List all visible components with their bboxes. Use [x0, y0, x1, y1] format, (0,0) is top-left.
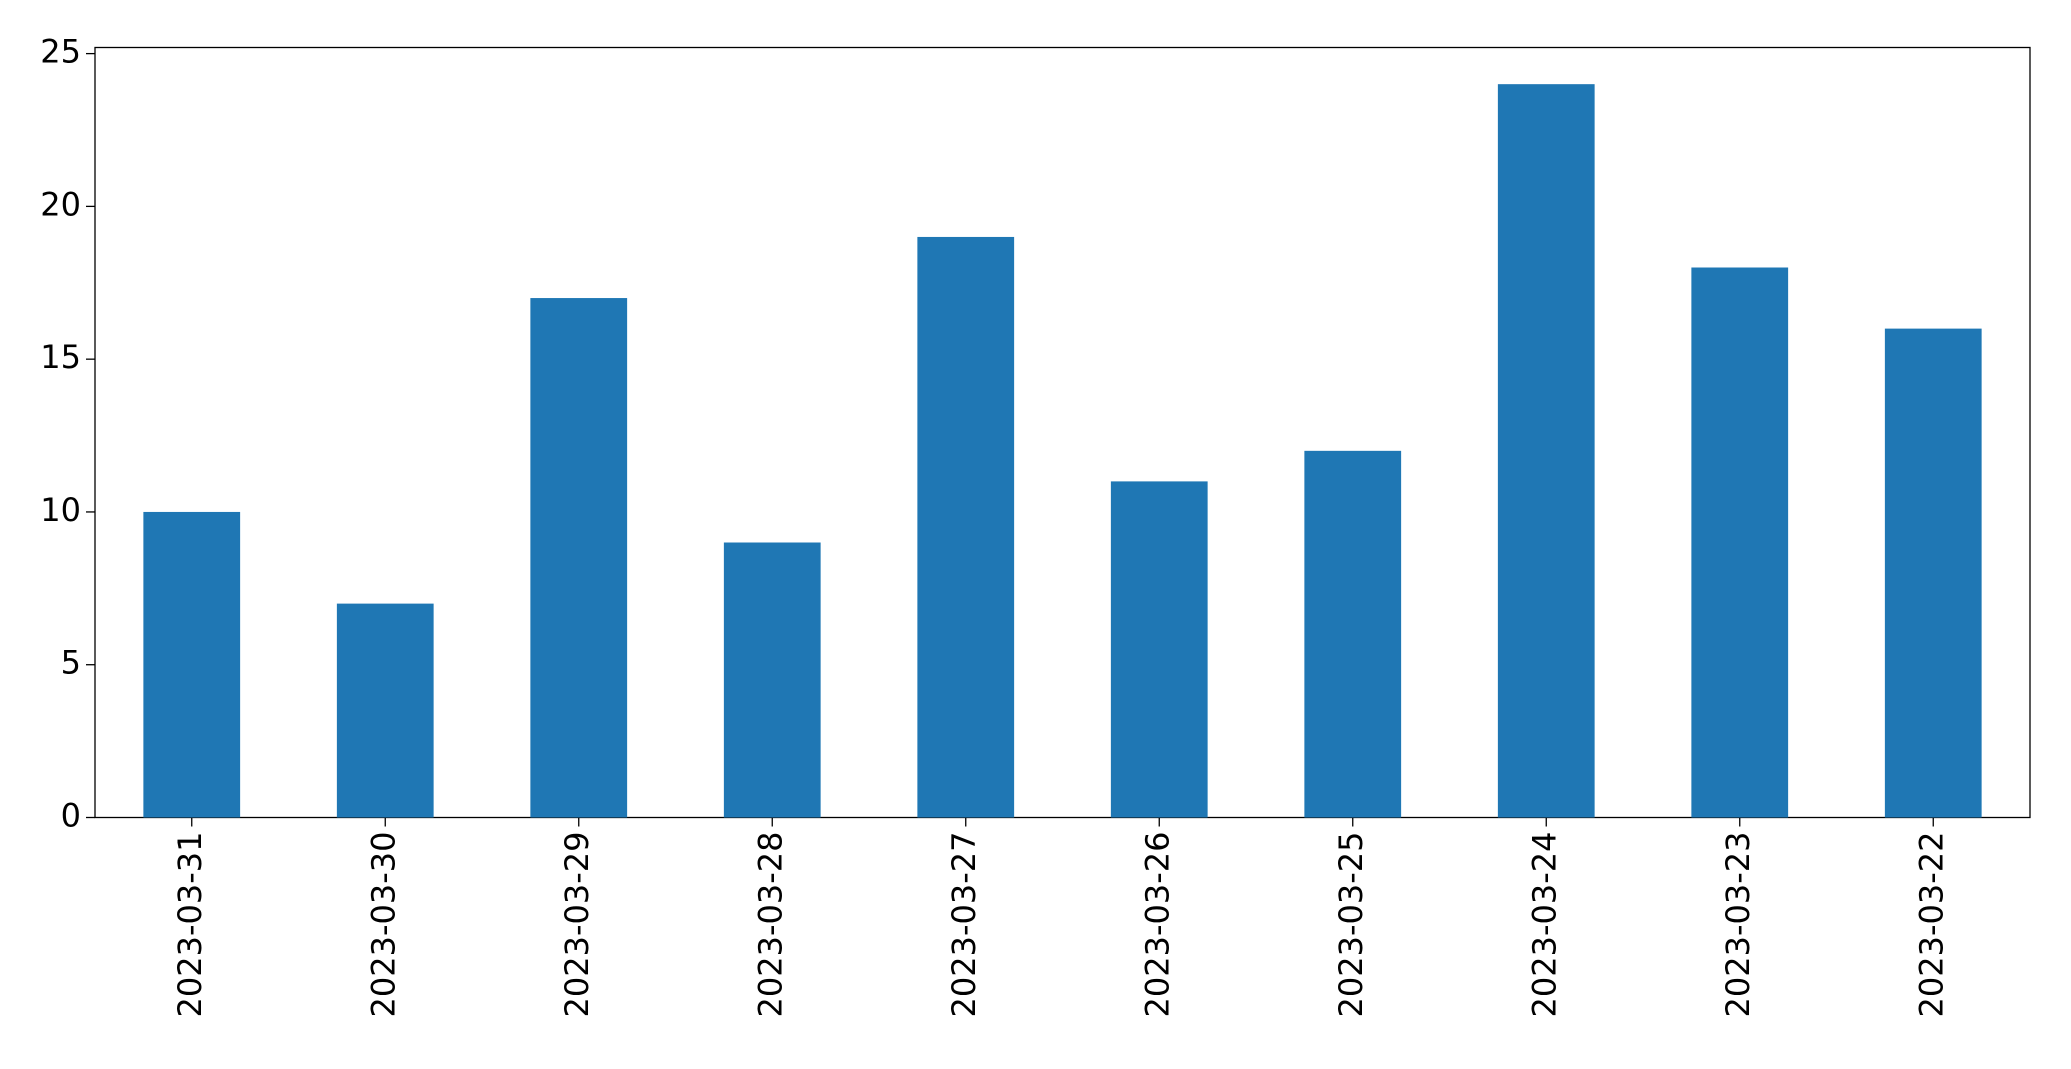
bar — [1497, 84, 1595, 818]
bar — [530, 298, 628, 818]
bar — [917, 236, 1015, 818]
x-tick-label: 2023-03-27 — [945, 832, 983, 1018]
x-tick-label: 2023-03-26 — [1138, 832, 1176, 1018]
x-tick-label: 2023-03-24 — [1525, 832, 1563, 1018]
bar — [1304, 450, 1402, 818]
bar — [143, 511, 241, 818]
x-tick-label: 2023-03-23 — [1719, 832, 1757, 1018]
plot-frame — [94, 46, 2031, 819]
y-tick-label: 5 — [61, 644, 81, 682]
x-tick-label: 2023-03-22 — [1912, 832, 1950, 1018]
bar — [1884, 328, 1982, 818]
y-tick-label: 0 — [61, 797, 81, 835]
x-tick-label: 2023-03-28 — [751, 832, 789, 1018]
y-tick-label: 10 — [40, 491, 81, 529]
bar — [336, 603, 434, 818]
bar — [723, 542, 821, 818]
x-tick-label: 2023-03-29 — [558, 832, 596, 1018]
y-tick-label: 25 — [40, 33, 81, 71]
x-tick-label: 2023-03-25 — [1332, 832, 1370, 1018]
x-tick-label: 2023-03-30 — [364, 832, 402, 1018]
y-tick-label: 20 — [40, 185, 81, 223]
bar — [1691, 267, 1789, 818]
x-tick-label: 2023-03-31 — [171, 832, 209, 1018]
bar — [1110, 481, 1208, 818]
y-tick-label: 15 — [40, 338, 81, 376]
